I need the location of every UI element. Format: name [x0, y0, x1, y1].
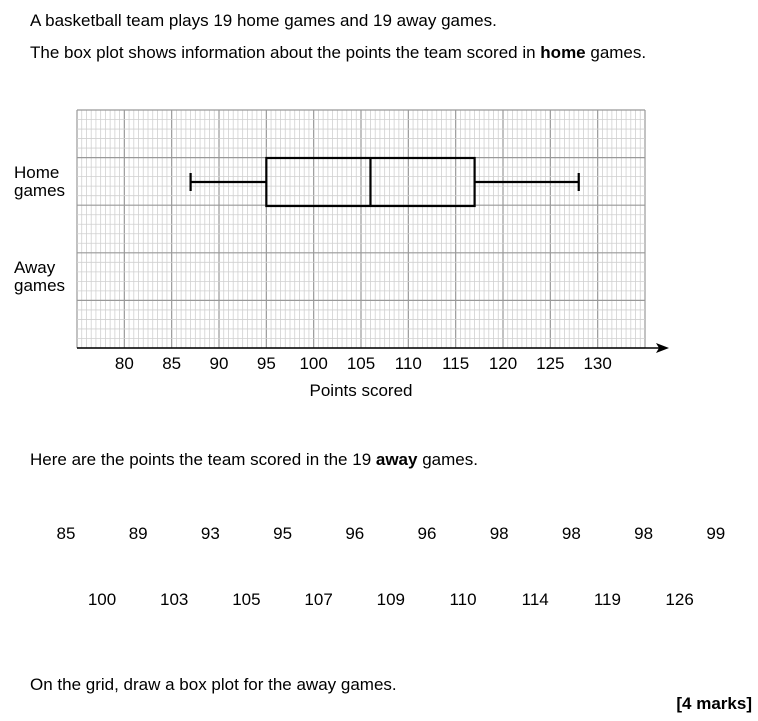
question-boxplot-description: The box plot shows information about the… [30, 43, 646, 63]
x-tick-label: 130 [583, 354, 611, 373]
x-tick-label: 120 [489, 354, 517, 373]
x-tick-label: 115 [442, 354, 469, 373]
home-label-line2: games [14, 181, 66, 200]
x-tick-label: 105 [347, 354, 375, 373]
x-tick-label: 125 [536, 354, 564, 373]
away-score: 100 [87, 590, 117, 609]
x-tick-label: 100 [299, 354, 327, 373]
x-tick-label: 90 [210, 354, 229, 373]
away-score: 95 [273, 524, 293, 543]
x-axis-label: Points scored [310, 381, 413, 400]
box-plots [189, 156, 580, 208]
away-score: 110 [449, 590, 477, 609]
x-tick-labels: 80 85 90 95 100 105 110 115 120 125 130 [115, 354, 612, 373]
x-tick-label: 95 [257, 354, 276, 373]
away-games-label: Away games [14, 259, 65, 295]
desc-text-b: games. [585, 43, 647, 62]
away-score: 119 [593, 590, 621, 609]
away-intro-a: Here are the points the team scored in t… [30, 450, 376, 469]
away-score: 103 [160, 590, 189, 609]
away-score: 85 [56, 524, 76, 543]
away-intro-b: games. [417, 450, 478, 469]
away-score: 98 [489, 524, 509, 543]
away-score: 107 [304, 590, 333, 609]
marks-label: [4 marks] [676, 694, 752, 713]
away-score: 98 [561, 524, 581, 543]
x-tick-label: 80 [115, 354, 134, 373]
desc-text-bold: home [540, 43, 586, 62]
away-score: 96 [345, 524, 365, 543]
graph-grid[interactable] [76, 109, 646, 349]
instruction: On the grid, draw a box plot for the awa… [30, 675, 397, 694]
away-intro: Here are the points the team scored in t… [30, 450, 478, 470]
away-score: 126 [665, 590, 694, 609]
away-score: 98 [634, 524, 654, 543]
x-axis-arrow [656, 343, 669, 353]
desc-text-a: The box plot shows information about the… [30, 43, 541, 62]
x-tick-label: 110 [395, 354, 422, 373]
away-label-line2: games [14, 276, 66, 295]
away-score: 105 [232, 590, 261, 609]
away-label-line1: Away [14, 258, 56, 277]
home-games-label: Home games [14, 164, 65, 200]
away-score: 114 [521, 590, 549, 609]
box-plot-chart[interactable]: 80 85 90 95 100 105 110 115 120 125 130 Points sco… [0, 0, 758, 410]
question-intro: A basketball team plays 19 home games an… [30, 11, 497, 30]
x-axis [77, 343, 669, 353]
home-label-line1: Home [14, 163, 60, 182]
away-intro-bold: away [375, 450, 418, 469]
away-score: 96 [417, 524, 437, 543]
away-score: 89 [128, 524, 148, 543]
away-score: 99 [706, 524, 726, 543]
away-score: 109 [376, 590, 405, 609]
away-score: 93 [200, 524, 220, 543]
x-tick-label: 85 [162, 354, 181, 373]
